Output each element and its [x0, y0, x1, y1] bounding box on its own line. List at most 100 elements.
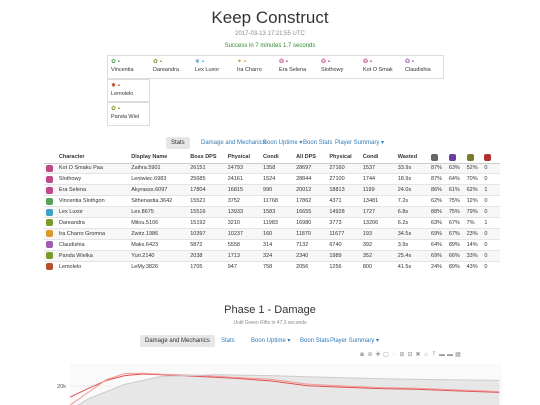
table-cell: Zaihra.5901 [129, 162, 189, 174]
table-cell: 5872 [188, 238, 226, 251]
tab-boon-stats[interactable]: Boon Stats [300, 338, 330, 344]
column-header[interactable] [429, 152, 447, 164]
zoom-icon[interactable]: ⊕ [367, 352, 373, 358]
table-cell: 6.8s [395, 206, 430, 218]
squad-player[interactable]: ❦ ▪ Lex Luxor [195, 59, 237, 77]
elementalist-icon [46, 208, 53, 216]
table-cell: 28844 [294, 173, 328, 185]
tab-player-summary[interactable]: Player Summary ▾ [330, 338, 380, 344]
class-icon-cell [44, 238, 57, 251]
table-cell: 16655 [294, 206, 328, 218]
table-cell: 86% [429, 184, 447, 196]
table-cell: 758 [261, 260, 295, 272]
table-cell: 64% [429, 238, 447, 251]
table-cell: Era Selena [56, 184, 130, 196]
pan-icon[interactable]: ✚ [375, 352, 381, 358]
squad-player[interactable]: ❂ ▪ Claudishia [405, 59, 447, 77]
column-header[interactable] [464, 152, 483, 164]
table-cell: 67% [446, 227, 465, 240]
table-cell: Dareandra [56, 216, 130, 229]
column-header[interactable] [446, 152, 465, 164]
table-cell: 13481 [360, 195, 396, 207]
plotly-logo-icon[interactable]: ▦ [455, 352, 461, 358]
tab-boon-uptime[interactable]: Boon Uptime ▾ [263, 140, 303, 146]
table-cell: 24.0s [395, 184, 430, 196]
column-header[interactable]: Condi [360, 152, 396, 164]
table-cell: 69% [429, 249, 447, 262]
table-cell: 16980 [294, 216, 328, 229]
main-tab-bar: Stats Damage and Mechanics Boon Uptime ▾ Bo… [166, 137, 426, 149]
squad-player[interactable]: ✿ ▪ Panda Wiel [111, 106, 153, 124]
gear-icon [431, 153, 439, 161]
squad-player[interactable]: ✿ ▪ Dareandra [153, 59, 195, 77]
box-select-icon[interactable]: ▢ [383, 352, 389, 358]
table-cell: Akyrasss.6097 [129, 184, 189, 196]
tab-boon-uptime[interactable]: Boon Uptime ▾ [251, 338, 291, 344]
tab-stats[interactable]: Stats [221, 338, 235, 344]
chronomancer-icon [46, 241, 53, 249]
column-header[interactable]: All DPS [294, 152, 328, 164]
squad-player[interactable]: ✿ ▪ Vincentia [111, 59, 153, 77]
table-cell: 11677 [327, 227, 361, 240]
lasso-icon[interactable]: ◌ [392, 352, 396, 358]
table-cell: Ira Charro Gromna [56, 227, 130, 240]
column-header[interactable] [44, 152, 57, 164]
table-cell: 0 [482, 195, 500, 207]
table-cell: 1744 [360, 173, 396, 185]
table-cell: Sithenastia.3642 [129, 195, 189, 207]
camera-icon[interactable]: ◙ [360, 352, 364, 358]
chronomancer-icon: ❂ ▪ [405, 59, 414, 65]
tab-player-summary[interactable]: Player Summary ▾ [335, 140, 385, 146]
ranger-icon: ✿ ▪ [153, 59, 162, 65]
tab-damage-and-mechanics[interactable]: Damage and Mechanics [201, 140, 266, 146]
table-row: Lemolelo LeMy.3826 1705 947 758 2056 1256 800 41… [44, 260, 500, 272]
squad-player[interactable]: ❂ ▪ Kot O Smak [363, 59, 405, 77]
squad-player[interactable]: ✸ ▪ Lemolelo [111, 83, 153, 101]
tab-damage-and-mechanics[interactable]: Damage and Mechanics [140, 335, 215, 347]
squad-player[interactable]: ✦ ▪ Ira Charro [237, 59, 279, 77]
table-cell: 1583 [261, 206, 295, 218]
y-tick-label: 20k [57, 384, 66, 390]
class-icon-cell [44, 206, 57, 218]
table-cell: 25685 [188, 173, 226, 185]
column-header[interactable]: Physical [225, 152, 262, 164]
squad-player-name: Claudishia [405, 67, 431, 73]
tab-boon-stats[interactable]: Boon Stats [303, 140, 333, 146]
table-cell: 947 [225, 260, 262, 272]
column-header[interactable]: Condi [261, 152, 295, 164]
column-header[interactable]: Physical [327, 152, 361, 164]
table-cell: Lex.8675 [129, 206, 189, 218]
squad-player[interactable]: ❂ ▪ Slothowy [321, 59, 363, 77]
hover-compare-icon[interactable]: ▬ [447, 352, 453, 358]
zoom-in-icon[interactable]: ⊞ [399, 352, 405, 358]
column-header[interactable]: Character [56, 152, 130, 164]
table-cell: Yuri.2140 [129, 249, 189, 262]
guardian-icon: ✦ ▪ [237, 59, 246, 65]
column-header[interactable]: Wasted [395, 152, 430, 164]
table-cell: 7132 [294, 238, 328, 251]
squad-player[interactable]: ❂ ▪ Era Selena [279, 59, 321, 77]
dps-chart: 20k [57, 364, 502, 405]
spike-icon[interactable]: ⤒ [432, 352, 436, 358]
table-cell: 3.9s [395, 238, 430, 251]
table-cell: 11870 [294, 227, 328, 240]
table-cell: 10397 [188, 227, 226, 240]
ranger-icon: ✿ ▪ [111, 106, 120, 112]
class-icon-cell [44, 260, 57, 272]
zoom-out-icon[interactable]: ⊟ [407, 352, 413, 358]
squad-player-name: Ira Charro [237, 67, 262, 73]
table-cell: 2056 [294, 260, 328, 272]
table-cell: 1256 [327, 260, 361, 272]
tab-stats[interactable]: Stats [166, 137, 190, 149]
squad-player-name: Slothowy [321, 67, 344, 73]
autoscale-icon[interactable]: ✖ [415, 352, 421, 358]
hover-closest-icon[interactable]: ▬ [439, 352, 445, 358]
table-cell: 14% [464, 238, 483, 251]
column-header[interactable]: Display Name [129, 152, 189, 164]
necromancer-icon: ✿ ▪ [111, 59, 120, 65]
table-cell: Slothowy [56, 173, 130, 185]
table-cell: 1199 [360, 184, 396, 196]
column-header[interactable] [482, 152, 500, 164]
home-icon[interactable]: ⌂ [424, 352, 428, 358]
column-header[interactable]: Boss DPS [188, 152, 226, 164]
